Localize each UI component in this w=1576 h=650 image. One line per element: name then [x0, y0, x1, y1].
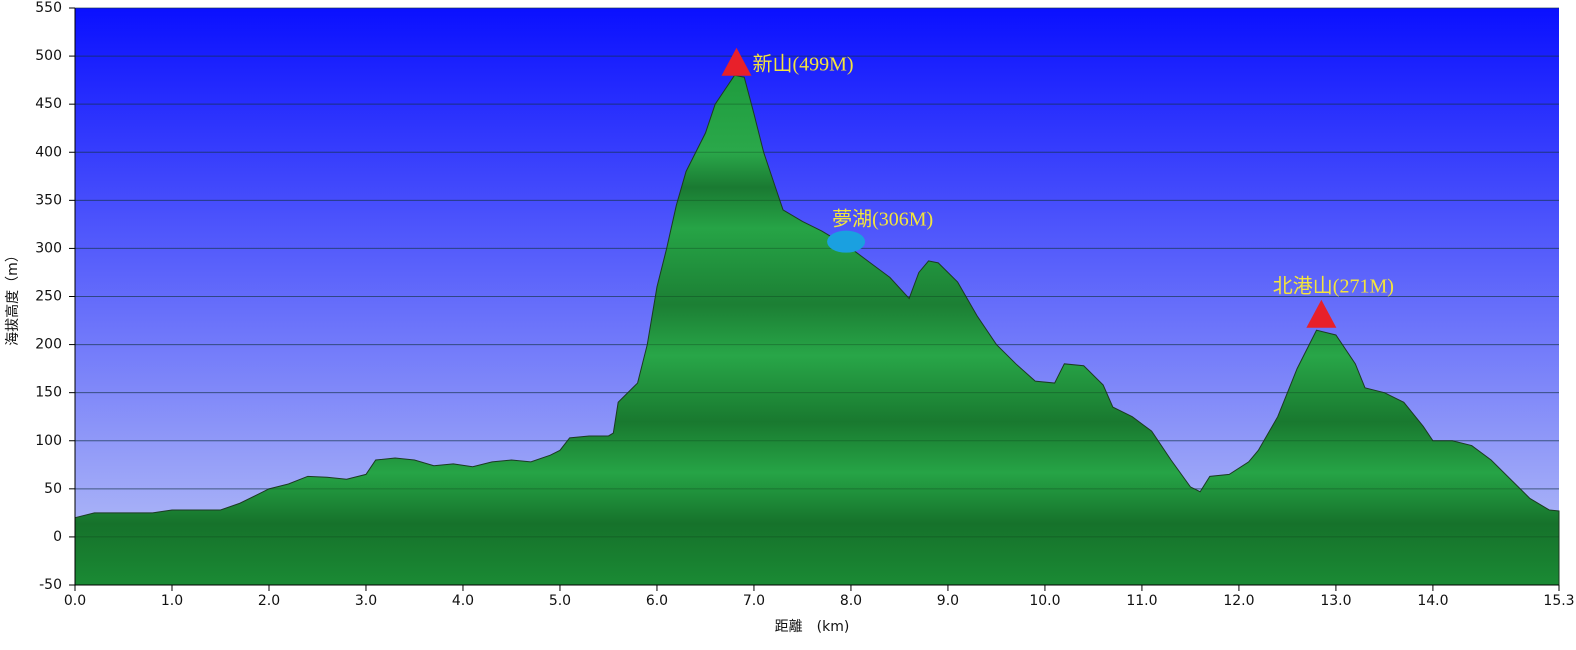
- x-tick-label: 11.0: [1126, 593, 1157, 609]
- x-tick-label: 13.0: [1320, 593, 1351, 609]
- y-tick-label: 100: [35, 433, 62, 449]
- y-tick-label: 200: [35, 337, 62, 353]
- x-tick-label: 3.0: [355, 593, 377, 609]
- x-tick-label: 4.0: [452, 593, 474, 609]
- elevation-area: [74, 74, 1560, 586]
- y-tick-label: 400: [35, 144, 62, 160]
- y-tick-label: 0: [53, 529, 62, 545]
- x-tick-label: 0.0: [64, 593, 86, 609]
- y-tick-label: 550: [35, 0, 62, 16]
- x-tick-label: 9.0: [937, 593, 959, 609]
- x-tick-label: 1.0: [161, 593, 183, 609]
- lake-marker: [827, 230, 866, 253]
- y-tick-label: 250: [35, 289, 62, 305]
- y-tick-label: 50: [44, 481, 62, 497]
- y-tick-label: 150: [35, 385, 62, 401]
- x-tick-label: 5.0: [549, 593, 571, 609]
- y-tick-label: 300: [35, 240, 62, 256]
- y-tick-label: -50: [39, 577, 62, 593]
- x-axis-label: 距離 (km): [775, 618, 850, 635]
- x-tick-label: 2.0: [258, 593, 280, 609]
- x-tick-label: 7.0: [743, 593, 765, 609]
- x-tick-label: 14.0: [1417, 593, 1448, 609]
- y-axis-label: 海拔高度（m）: [4, 248, 21, 346]
- x-tick-label: 6.0: [646, 593, 668, 609]
- peak-marker: [1306, 299, 1337, 328]
- y-tick-label: 500: [35, 48, 62, 64]
- y-tick-label: 450: [35, 96, 62, 112]
- x-tick-label: 10.0: [1029, 593, 1060, 609]
- y-tick-label: 350: [35, 192, 62, 208]
- annotation-label: 北港山(271M): [1273, 274, 1394, 297]
- x-tick-label: 8.0: [840, 593, 862, 609]
- x-tick-label: 12.0: [1223, 593, 1254, 609]
- x-tick-label: 15.3: [1543, 593, 1574, 609]
- peak-marker: [721, 47, 752, 76]
- annotation-label: 新山(499M): [752, 52, 853, 75]
- annotation-label: 夢湖(306M): [832, 207, 933, 230]
